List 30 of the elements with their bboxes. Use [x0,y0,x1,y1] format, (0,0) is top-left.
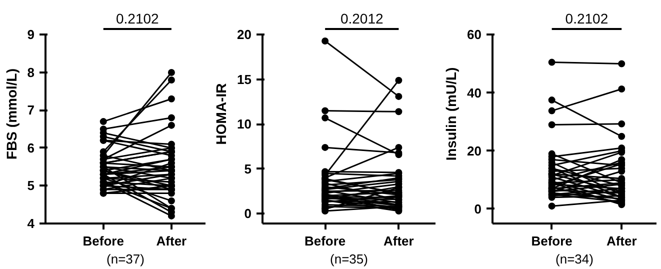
text: 0.2012 [340,10,384,26]
y-tick-label: 0 [474,201,482,216]
y-tick-label: 0 [244,206,252,222]
x-tick-label: After [156,234,187,248]
x-axis-title: (n=37) [106,252,144,266]
y-tick-label: 60 [467,27,482,42]
x-tick-label: After [384,234,414,248]
y-tick-label: 8 [27,64,35,80]
y-tick-label: 20 [467,143,482,158]
x-axis-title: (n=35) [330,252,368,266]
text: 0.2102 [565,10,608,26]
y-tick-label: 9 [27,27,35,42]
y-tick-label: 40 [467,85,482,100]
y-axis-title: HOMA-IR [213,83,230,145]
y-tick-label: 10 [237,116,252,132]
y-tick-label: 20 [237,27,252,42]
text: 0.2102 [116,10,160,26]
y-axis-title: FBS (mmol/L) [3,68,20,160]
y-tick-label: 6 [27,140,35,156]
y-tick-label: 7 [27,102,35,118]
x-tick-label: Before [82,234,124,248]
x-tick-label: Before [531,234,572,248]
y-axis-title: Insulin (mU/L) [443,67,460,161]
x-tick-label: After [606,234,637,248]
y-tick-label: 15 [237,72,252,87]
x-tick-label: Before [304,234,346,248]
y-tick-label: 5 [244,161,252,176]
x-axis-title: (n=34) [556,252,594,266]
y-tick-label: 5 [27,178,35,194]
y-tick-label: 4 [27,216,36,231]
